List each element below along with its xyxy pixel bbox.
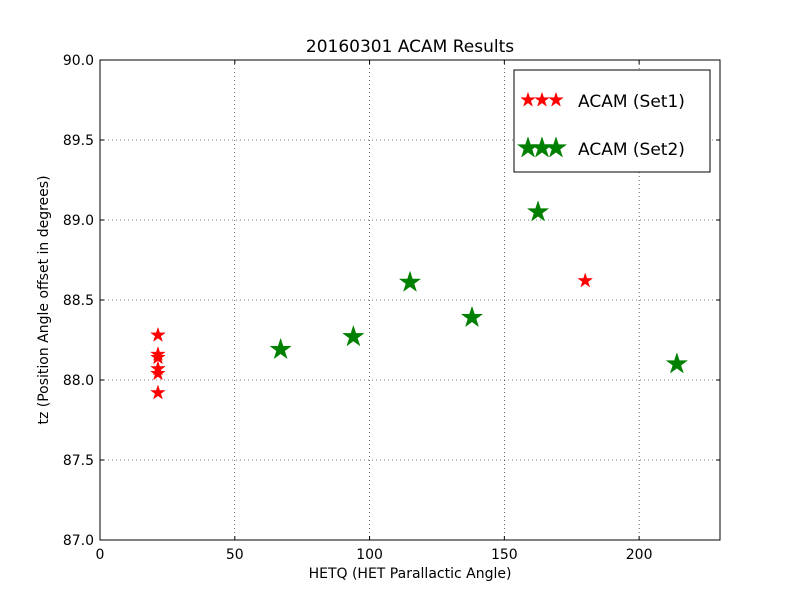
legend-marker-series-1 — [548, 91, 564, 107]
chart-title: 20160301 ACAM Results — [306, 37, 514, 57]
x-tick-label: 150 — [491, 547, 518, 563]
data-point-series-1 — [150, 349, 166, 365]
y-tick-label: 87.0 — [63, 533, 94, 549]
data-point-series-2 — [460, 305, 484, 328]
x-tick-label: 200 — [626, 547, 653, 563]
legend-markers — [516, 91, 568, 158]
legend-label-set1: ACAM (Set1) — [578, 92, 685, 112]
data-point-series-2 — [269, 337, 292, 360]
x-tick-label: 50 — [226, 547, 244, 563]
axis-ticks: 0 50 100 150 200 87.0 87.5 88.0 88.5 89.0 89.5 90.0 — [63, 53, 720, 563]
y-tick-label: 89.5 — [63, 133, 94, 149]
data-point-series-2 — [526, 200, 550, 222]
data-point-series-1 — [150, 384, 166, 400]
legend-marker-series-1 — [520, 91, 536, 107]
y-tick-label: 89.0 — [63, 213, 94, 229]
data-point-series-1 — [150, 365, 166, 381]
y-tick-label: 87.5 — [63, 453, 94, 469]
plot-frame — [99, 59, 721, 541]
y-tick-label: 88.5 — [63, 293, 94, 309]
x-axis-label: HETQ (HET Parallactic Angle) — [309, 566, 512, 582]
y-tick-label: 88.0 — [63, 373, 94, 389]
legend-marker-series-1 — [534, 91, 550, 107]
data-point-series-2 — [398, 270, 422, 292]
data-point-series-1 — [150, 326, 166, 342]
data-markers — [150, 200, 689, 400]
x-tick-label: 100 — [356, 547, 383, 563]
data-point-series-2 — [665, 352, 689, 374]
data-point-series-2 — [342, 324, 365, 347]
x-tick-label: 0 — [96, 547, 105, 563]
legend-marker-series-2 — [544, 136, 568, 158]
y-axis-label: tz (Position Angle offset in degrees) — [36, 175, 52, 424]
legend-label-set2: ACAM (Set2) — [578, 140, 685, 160]
y-tick-label: 90.0 — [63, 53, 94, 69]
legend: ACAM (Set1) ACAM (Set2) — [513, 69, 711, 173]
data-point-series-1 — [577, 272, 594, 288]
